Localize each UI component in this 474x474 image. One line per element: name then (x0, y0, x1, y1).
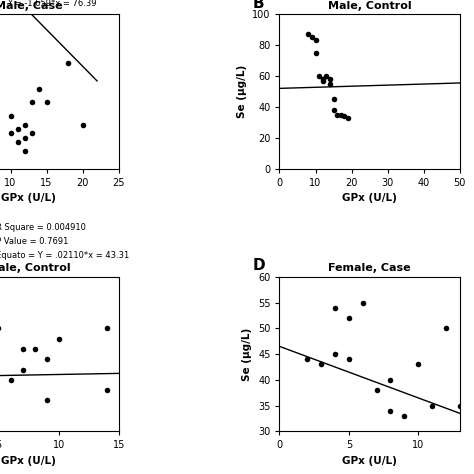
Y-axis label: Se (μg/L): Se (μg/L) (242, 328, 252, 381)
Point (326, 75, 334, 83)
Point (331, 304, 339, 311)
Point (14, 125, 21, 133)
Point (304, 30, 312, 38)
Point (345, 314, 353, 322)
Title: Male, Control: Male, Control (0, 263, 70, 273)
X-axis label: GPx (U/L): GPx (U/L) (1, 456, 56, 466)
Point (43, 356, 50, 363)
Point (7, 112, 14, 119)
Point (319, 75, 327, 83)
Text: R Square = 0.04775
P Value = 0.4162
Y = -1.659*x = 76.39: R Square = 0.04775 P Value = 0.4162 Y = … (7, 0, 96, 8)
Point (456, 402, 464, 410)
Point (414, 361, 422, 368)
X-axis label: GPx (U/L): GPx (U/L) (1, 193, 56, 203)
Title: Female, Case: Female, Case (328, 263, 411, 273)
Point (333, 111, 341, 118)
Point (330, 95, 337, 103)
Point (64, 59, 72, 66)
Title: Male, Control: Male, Control (328, 0, 411, 10)
Point (315, 72, 323, 80)
Point (21, 147, 29, 155)
Point (103, 386, 110, 394)
Y-axis label: Se (μg/L): Se (μg/L) (237, 65, 246, 118)
Point (28, 99, 36, 106)
Point (323, 72, 330, 80)
Title: Male, Case: Male, Case (0, 0, 63, 10)
Point (308, 34, 316, 41)
Point (359, 299, 366, 306)
Point (0, 325, 2, 332)
Text: R Square = 0.004910
P Value = 0.7691
Equato = Y = .02110*x = 43.31: R Square = 0.004910 P Value = 0.7691 Equ… (0, 223, 129, 260)
Point (21, 121, 29, 128)
Point (14, 138, 21, 146)
Point (19, 345, 27, 353)
Point (341, 112, 348, 120)
Point (373, 386, 380, 394)
Point (337, 111, 345, 118)
X-axis label: GPx (U/L): GPx (U/L) (342, 456, 397, 466)
Point (7, 376, 14, 383)
Point (19, 366, 27, 374)
Point (344, 114, 352, 121)
Point (31, 345, 38, 353)
Text: D: D (253, 258, 265, 273)
Point (43, 397, 50, 404)
Point (401, 412, 408, 419)
Point (312, 49, 319, 56)
Text: B: B (253, 0, 264, 11)
X-axis label: GPx (U/L): GPx (U/L) (342, 193, 397, 203)
Point (428, 402, 436, 410)
Point (442, 325, 450, 332)
Point (319, 77, 327, 84)
Point (21, 134, 29, 142)
Point (103, 325, 110, 332)
Point (36, 85, 43, 93)
Point (43, 99, 50, 106)
Point (387, 376, 394, 383)
Point (330, 106, 337, 114)
Point (326, 80, 334, 88)
Point (387, 407, 394, 415)
Point (317, 361, 325, 368)
Point (345, 356, 353, 363)
Point (79, 121, 86, 128)
Point (28, 129, 36, 137)
Point (331, 350, 339, 358)
Point (7, 129, 14, 137)
Point (312, 36, 319, 44)
Point (303, 356, 311, 363)
Point (55, 335, 63, 342)
